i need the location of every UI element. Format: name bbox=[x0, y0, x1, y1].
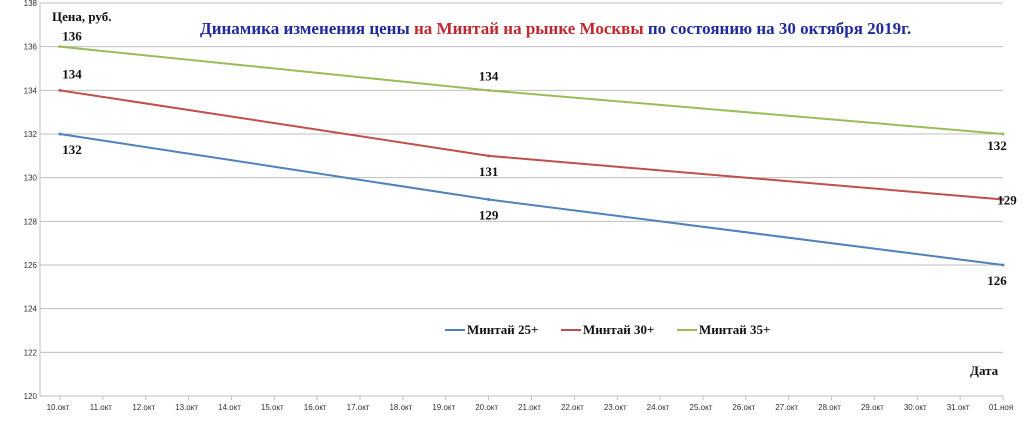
y-tick-label: 122 bbox=[24, 348, 38, 357]
y-tick-label: 138 bbox=[24, 0, 38, 8]
data-point bbox=[1001, 263, 1005, 267]
y-axis-ticks: 120 122 124 126 128 130 132 134 136 138 bbox=[24, 0, 38, 401]
x-tick-label: 13.окт bbox=[175, 403, 198, 412]
y-tick-label: 136 bbox=[24, 43, 38, 52]
y-tick-label: 126 bbox=[24, 261, 38, 270]
data-point bbox=[487, 198, 491, 201]
x-tick-label: 12.окт bbox=[132, 403, 155, 412]
legend-entry: Минтай 35+ bbox=[699, 322, 770, 337]
legend-entry: Минтай 30+ bbox=[583, 322, 654, 337]
y-axis-title: Цена, руб. bbox=[52, 9, 112, 24]
data-point bbox=[58, 132, 62, 136]
y-tick-label: 130 bbox=[24, 174, 38, 183]
x-tick-label: 21.окт bbox=[518, 403, 541, 412]
data-label: 134 bbox=[62, 66, 82, 81]
x-axis-ticks: 10.окт 11.окт 12.окт 13.окт 14.окт 15.окт 16.о… bbox=[47, 396, 1013, 412]
y-tick-label: 134 bbox=[24, 86, 38, 95]
x-axis-title: Дата bbox=[970, 363, 999, 378]
x-tick-label: 15.окт bbox=[261, 403, 284, 412]
x-tick-label: 18.окт bbox=[389, 403, 412, 412]
x-tick-label: 14.окт bbox=[218, 403, 241, 412]
data-label: 136 bbox=[62, 29, 82, 44]
data-label: 131 bbox=[479, 164, 499, 179]
data-label: 132 bbox=[987, 138, 1007, 153]
data-point bbox=[1001, 132, 1005, 136]
x-tick-label: 17.окт bbox=[347, 403, 370, 412]
x-tick-label: 23.окт bbox=[604, 403, 627, 412]
x-tick-label: 19.окт bbox=[432, 403, 455, 412]
x-tick-label: 01.ноя bbox=[989, 403, 1013, 412]
y-tick-label: 124 bbox=[24, 305, 38, 314]
title-part: по состоянию на 30 октября 2019г. bbox=[644, 19, 912, 38]
title-part: Динамика изменения цены bbox=[200, 19, 414, 38]
data-label: 132 bbox=[62, 142, 82, 157]
x-tick-label: 28.окт bbox=[818, 403, 841, 412]
title-part: на Минтай на рынке Москвы bbox=[414, 19, 644, 38]
x-tick-label: 30.окт bbox=[904, 403, 927, 412]
x-tick-label: 11.окт bbox=[90, 403, 113, 412]
data-point bbox=[1001, 198, 1005, 201]
x-tick-label: 25.окт bbox=[690, 403, 713, 412]
series-lines bbox=[58, 45, 1005, 267]
series-line-1 bbox=[59, 133, 1004, 266]
data-label: 129 bbox=[479, 208, 499, 223]
y-tick-label: 132 bbox=[24, 130, 38, 139]
data-label: 129 bbox=[997, 193, 1017, 208]
chart-title: Динамика изменения цены на Минтай на рын… bbox=[200, 19, 911, 38]
series-line-2 bbox=[59, 89, 1004, 201]
x-tick-label: 31.окт bbox=[947, 403, 970, 412]
data-labels: 132 129 126 134 131 129 136 134 132 bbox=[62, 29, 1017, 288]
x-tick-label: 24.окт bbox=[647, 403, 670, 412]
gridlines bbox=[39, 2, 1003, 397]
legend: Минтай 25+ Минтай 30+ Минтай 35+ bbox=[445, 322, 770, 337]
data-point bbox=[58, 88, 62, 92]
data-label: 126 bbox=[987, 273, 1007, 288]
x-tick-label: 26.окт bbox=[732, 403, 755, 412]
x-tick-label: 20.окт bbox=[475, 403, 498, 412]
x-tick-label: 22.окт bbox=[561, 403, 584, 412]
x-tick-label: 27.окт bbox=[775, 403, 798, 412]
x-tick-label: 10.окт bbox=[47, 403, 70, 412]
x-tick-label: 29.окт bbox=[861, 403, 884, 412]
x-tick-label: 16.окт bbox=[304, 403, 327, 412]
data-label: 134 bbox=[479, 68, 499, 83]
y-tick-label: 120 bbox=[24, 392, 38, 401]
data-point bbox=[487, 154, 491, 158]
data-point bbox=[487, 88, 491, 92]
y-tick-label: 128 bbox=[24, 217, 38, 226]
data-point bbox=[58, 45, 62, 49]
legend-entry: Минтай 25+ bbox=[467, 322, 538, 337]
